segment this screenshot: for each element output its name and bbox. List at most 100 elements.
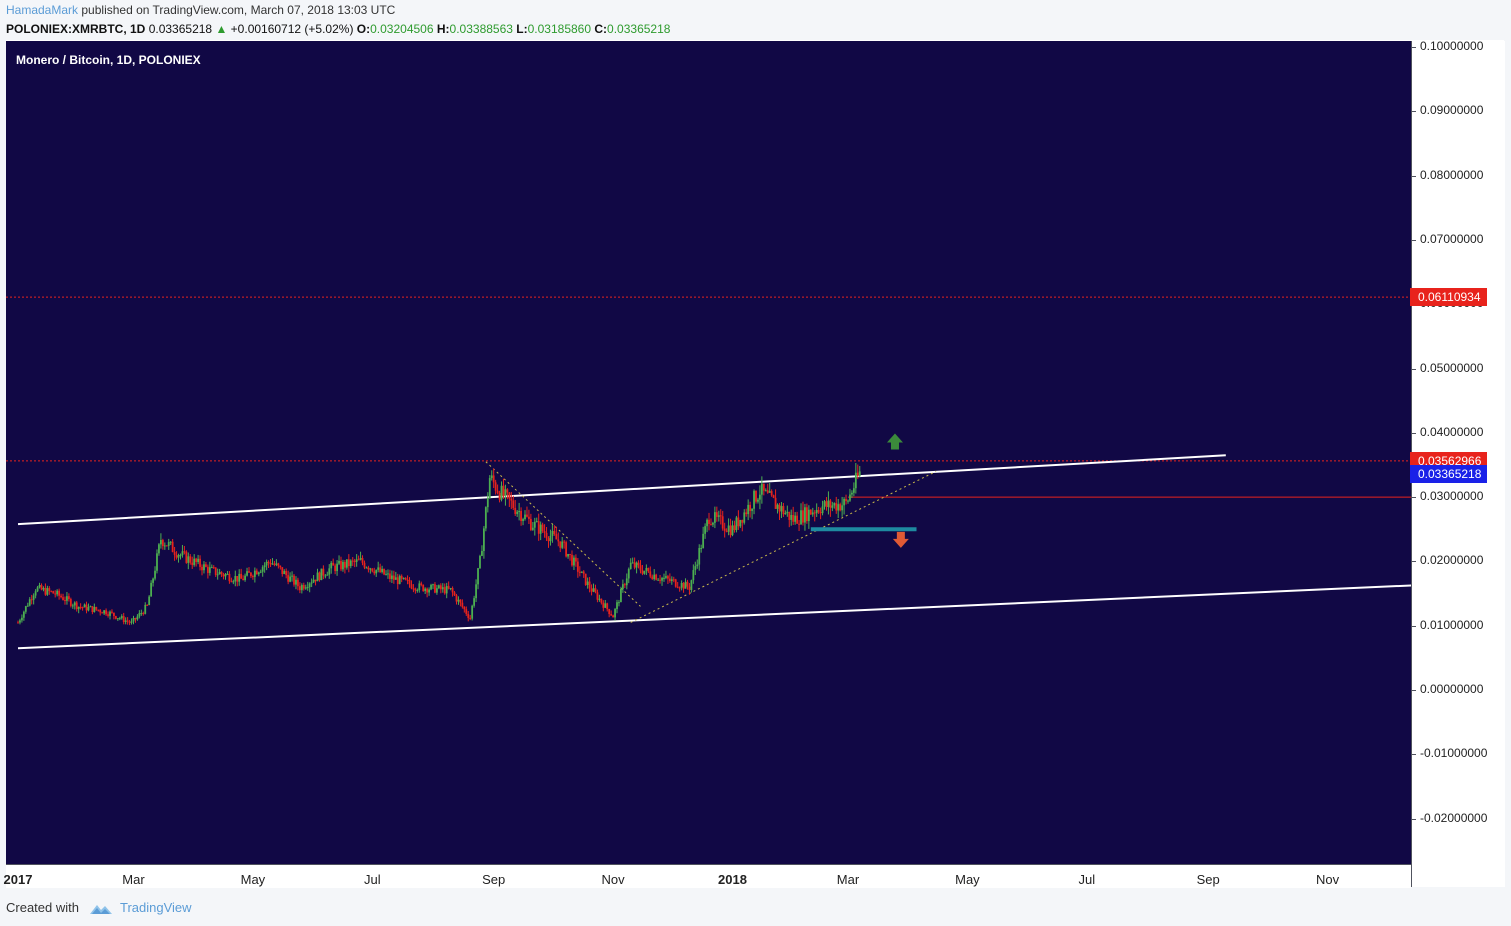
candle-up	[275, 563, 278, 565]
candle-up	[604, 603, 607, 608]
candle-down	[682, 582, 685, 589]
candle-up	[800, 510, 802, 525]
price-chart[interactable]	[6, 41, 1411, 864]
candle-up	[827, 500, 830, 508]
author-link[interactable]: HamadaMark	[6, 3, 79, 17]
candle-down	[392, 575, 395, 580]
candle-up	[83, 604, 86, 608]
candle-down	[273, 563, 276, 565]
candle-up	[518, 511, 521, 513]
tradingview-brand-link[interactable]: TradingView	[120, 900, 192, 915]
candle-up	[481, 551, 483, 556]
candle-down	[99, 610, 102, 613]
candle-up	[326, 574, 329, 576]
candle-up	[804, 507, 806, 523]
candle-down	[146, 604, 149, 606]
candle-down	[762, 483, 765, 491]
candle-down	[302, 585, 305, 589]
candle-down	[817, 509, 820, 513]
candle-down	[455, 595, 458, 602]
candle-down	[596, 592, 599, 600]
candle-down	[173, 552, 176, 555]
candle-down	[439, 585, 442, 590]
candle-down	[383, 568, 385, 575]
y-tick-mark	[1411, 497, 1416, 499]
y-tick-label: 0.05000000	[1420, 360, 1484, 375]
candle-up	[706, 519, 708, 527]
y-tick-mark	[1411, 111, 1416, 113]
y-tick-mark	[1411, 239, 1416, 241]
candle-up	[430, 584, 432, 590]
candle-up	[87, 607, 90, 611]
candle-up	[504, 489, 507, 497]
candle-down	[655, 574, 658, 580]
candle-up	[663, 577, 665, 579]
candle-down	[798, 523, 800, 525]
candle-up	[670, 579, 673, 582]
candle-down	[111, 611, 113, 613]
candle-up	[310, 582, 313, 584]
candle-down	[715, 512, 718, 517]
candle-down	[512, 500, 515, 508]
candle-down	[465, 609, 468, 614]
candle-down	[396, 577, 399, 585]
chart-pane[interactable]	[6, 41, 1411, 864]
price-tag-upper-level: 0.06110934	[1410, 288, 1487, 307]
y-tick-mark	[1411, 690, 1416, 691]
candle-up	[124, 620, 127, 622]
candle-up	[475, 584, 477, 599]
x-tick-label: May	[955, 872, 980, 887]
candle-up	[253, 570, 256, 577]
candle-down	[559, 541, 562, 548]
candle-up	[680, 582, 683, 588]
candle-up	[283, 571, 286, 574]
candle-down	[189, 556, 192, 563]
candle-up	[457, 599, 460, 602]
candle-up	[690, 580, 693, 590]
candle-up	[776, 504, 779, 509]
candle-up	[757, 499, 759, 502]
candle-down	[373, 571, 376, 574]
candle-up	[295, 579, 297, 585]
candle-down	[191, 562, 194, 565]
candle-up	[580, 571, 583, 573]
candle-down	[637, 562, 640, 566]
candle-up	[330, 562, 333, 569]
candle-down	[792, 515, 795, 522]
candle-down	[569, 553, 571, 555]
candle-up	[160, 540, 162, 545]
candle-down	[44, 588, 47, 595]
candle-up	[473, 598, 476, 606]
time-axis[interactable]	[6, 864, 1411, 888]
candle-up	[418, 583, 421, 591]
candle-down	[183, 551, 186, 553]
candle-down	[165, 545, 168, 547]
candle-up	[831, 505, 834, 508]
candle-up	[849, 494, 851, 501]
candle-up	[531, 527, 534, 530]
candle-up	[336, 563, 338, 572]
candle-up	[735, 517, 738, 531]
candle-down	[293, 575, 295, 585]
candle-up	[790, 515, 793, 520]
footer: Created with TradingView	[6, 900, 192, 916]
candle-up	[539, 524, 542, 534]
x-tick-label: Sep	[1196, 872, 1220, 887]
candle-down	[332, 562, 335, 566]
candle-up	[109, 611, 111, 616]
candle-up	[116, 618, 119, 620]
candle-down	[101, 612, 104, 614]
candle-down	[520, 511, 522, 522]
candle-up	[369, 568, 372, 570]
candle-down	[220, 572, 223, 575]
candle-up	[238, 573, 241, 582]
candle-up	[627, 568, 630, 579]
x-tick-label: Jul	[364, 872, 381, 887]
candle-up	[390, 575, 393, 579]
candle-down	[122, 616, 125, 622]
candle-up	[387, 573, 389, 575]
candle-down	[344, 561, 346, 568]
candle-down	[114, 616, 117, 619]
candle-down	[612, 615, 614, 618]
candle-down	[788, 511, 791, 520]
